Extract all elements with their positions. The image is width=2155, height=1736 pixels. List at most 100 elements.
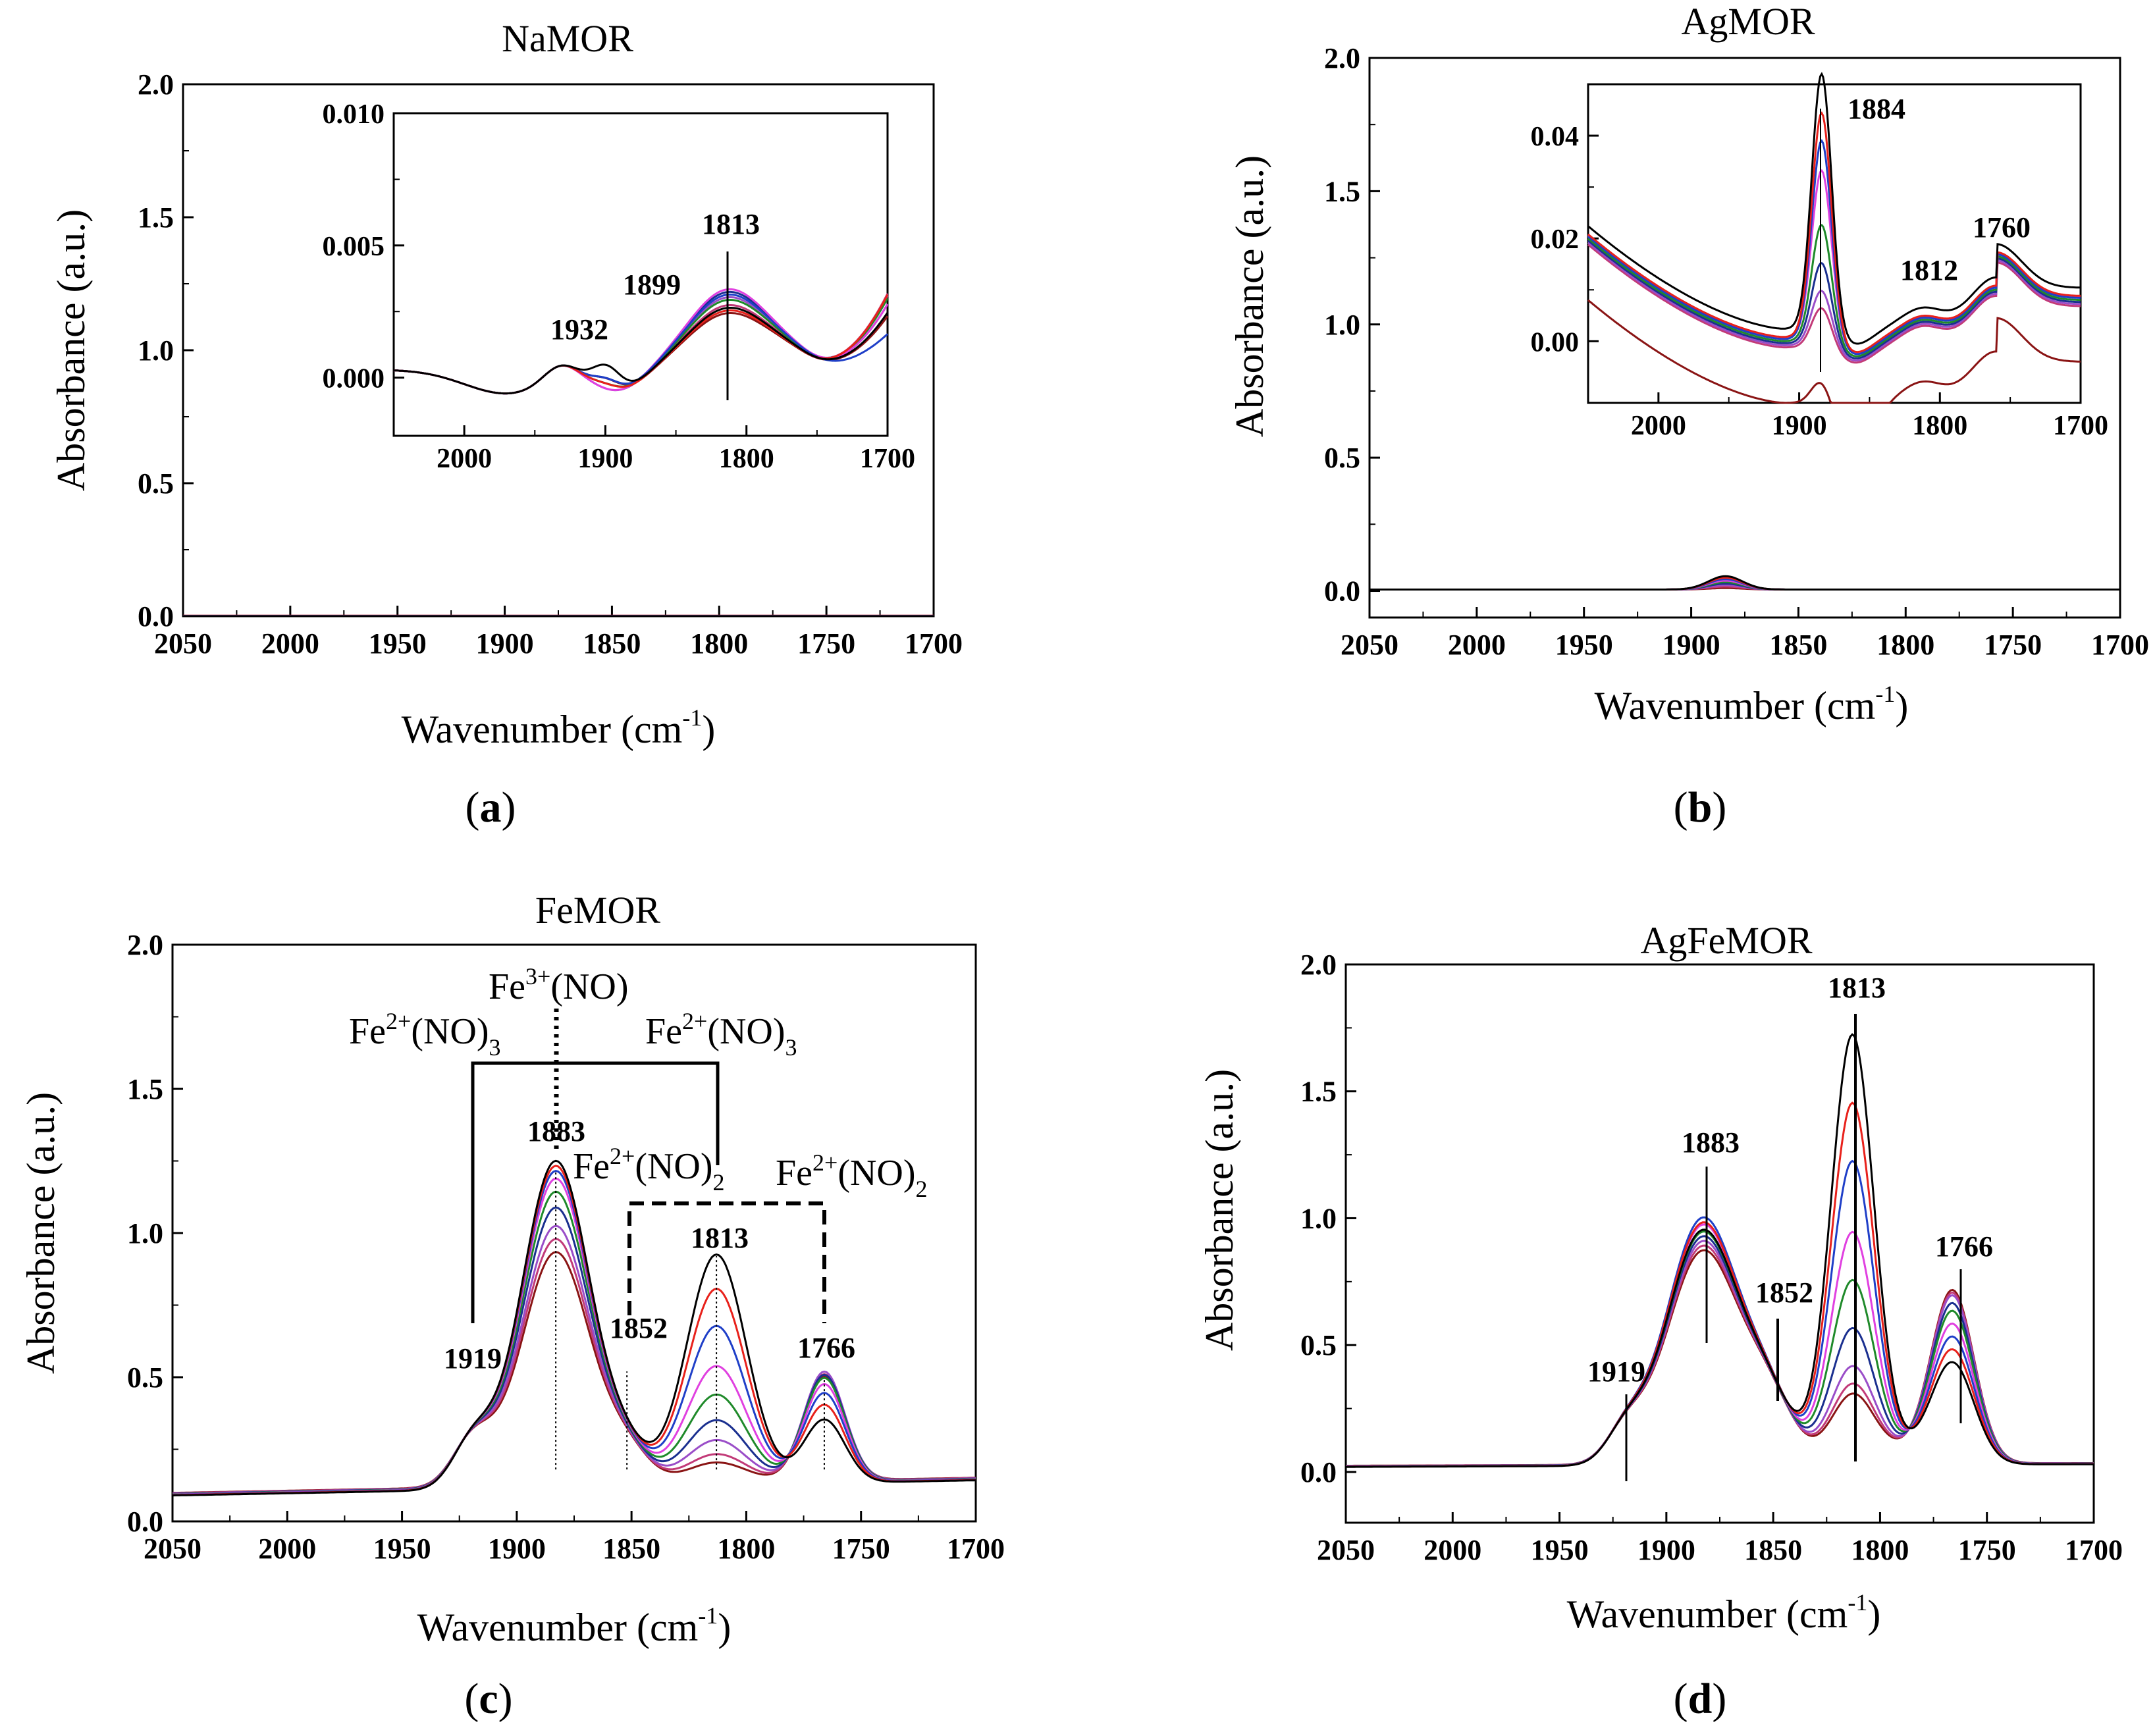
panel-c-species-fe2-no2-left: Fe2+(NO)2 [573,1143,725,1196]
panel-a-inset-curves [393,288,889,395]
panel-b-ytick-label-0.0: 0.0 [1324,575,1360,608]
panel-d-xtick-label-1950: 1950 [1531,1534,1589,1566]
panel-b-inset-series-9 [1587,299,2081,404]
panel-b-inset-xtick-label-1800: 1800 [1912,411,1967,441]
panel-b-xtick-label-1800: 1800 [1876,629,1934,661]
panel-b-inset-series-1 [1587,72,2081,345]
panel-c-xtick-label-1950: 1950 [373,1533,431,1565]
panel-b-xtick-label-1700: 1700 [2091,629,2149,661]
panel-b-label: (b) [1674,783,1727,831]
panel-d-xtick-label-2050: 2050 [1317,1534,1375,1566]
panel-c-label: (c) [464,1675,512,1723]
panel-c-xtick-label-1900: 1900 [488,1533,546,1565]
panel-b-inset-series-3 [1587,139,2081,355]
panel-c-x-axis-label: Wavenumber (cm-1) [417,1602,732,1649]
panel-a-title: NaMOR [502,17,633,60]
panel-b-xtick-label-1850: 1850 [1769,629,1827,661]
panel-b-peak-label-1884: 1884 [1848,93,1905,125]
panel-c-xtick-label-1700: 1700 [947,1533,1005,1565]
panel-a-ytick-label-1.5: 1.5 [138,201,174,234]
panel-c-species-fe2-no3-right: Fe2+(NO)3 [645,1008,797,1061]
panel-a: NaMOR 2050 2000 1950 1900 1850 1800 1750 1700 0… [49,17,963,831]
panel-a-label: (a) [466,783,516,831]
panel-c-peak-label-1813: 1813 [691,1222,749,1254]
panel-a-inset-series-1 [393,307,889,395]
panel-b-inset-ytick-label-0.04: 0.04 [1531,122,1580,152]
panel-c-xtick-label-2000: 2000 [258,1533,316,1565]
panel-d-xtick-label-1800: 1800 [1851,1534,1909,1566]
panel-b-ytick-label-1.5: 1.5 [1324,175,1360,207]
panel-b-title: AgMOR [1681,0,1815,43]
panel-c-ytick-label-1.5: 1.5 [127,1073,163,1105]
panel-d-peak-label-1852: 1852 [1755,1276,1813,1309]
panel-b-x-axis-label: Wavenumber (cm-1) [1595,681,1909,727]
panel-a-inset-frame [392,112,889,437]
panel-b-peak-label-1760: 1760 [1973,211,2031,244]
panel-b-main-curves [1370,575,2120,591]
panel-c-peak-label-1766: 1766 [797,1332,855,1364]
panel-b: AgMOR 2050 2000 1950 1900 1850 1800 1750 1700 0… [1228,0,2149,831]
panel-b-xtick-label-1750: 1750 [1984,629,2042,661]
panel-a-inset-xtick-label-1700: 1700 [860,444,915,474]
panel-a-peak-label-1899: 1899 [623,269,681,301]
panel-c-bracket-fe2-no3 [471,1061,720,1323]
panel-c-curves [172,1159,976,1497]
panel-a-ytick-label-2.0: 2.0 [138,68,174,101]
panel-d-label: (d) [1674,1675,1727,1723]
panel-a-inset-xtick-label-1800: 1800 [719,444,774,474]
panel-a-peak-label-1932: 1932 [550,313,608,346]
panel-b-inset-x-ticks: 2000 1900 1800 1700 [1631,392,2108,441]
panel-b-inset-xtick-label-1700: 1700 [2053,411,2108,441]
panel-c-frame [171,943,977,1523]
panel-c-x-ticks: 2050 2000 1950 1900 1850 1800 1750 1700 [144,1511,1005,1565]
panel-b-inset-series-7 [1587,242,2081,362]
panel-d-xtick-label-1850: 1850 [1744,1534,1802,1566]
panel-a-y-ticks: 0.0 0.5 1.0 1.5 2.0 [138,68,194,633]
panel-b-x-ticks: 2050 2000 1950 1900 1850 1800 1750 1700 [1341,607,2149,661]
panel-b-xtick-label-2050: 2050 [1341,629,1398,661]
panel-c-xtick-label-2050: 2050 [144,1533,201,1565]
panel-d-xtick-label-1750: 1750 [1958,1534,2016,1566]
panel-a-xtick-label-1900: 1900 [476,627,534,660]
panel-c: FeMOR 2050 2000 1950 1900 1850 1800 1750 1700 0… [19,889,1005,1723]
panel-b-inset-ytick-label-0.02: 0.02 [1531,224,1580,255]
panel-a-inset-xtick-label-1900: 1900 [577,444,633,474]
panel-c-series-1 [172,1159,976,1497]
panel-c-y-axis-label: Absorbance (a.u.) [19,1092,63,1374]
panel-a-xtick-label-1750: 1750 [797,627,855,660]
panel-d-y-axis-label: Absorbance (a.u.) [1198,1069,1241,1351]
panel-c-peak-label-1919: 1919 [444,1342,502,1375]
panel-b-inset-ytick-label-0.00: 0.00 [1531,327,1580,357]
panel-c-title: FeMOR [535,889,660,932]
panel-b-inset-series-5 [1587,223,2081,357]
panel-d-x-ticks: 2050 2000 1950 1900 1850 1800 1750 1700 [1317,1512,2123,1566]
panel-b-inset-series-6 [1587,240,2081,359]
panel-b-ytick-label-2.0: 2.0 [1324,42,1360,74]
panel-a-xtick-label-2050: 2050 [154,627,212,660]
panel-c-ytick-label-1.0: 1.0 [127,1217,163,1249]
panel-d-series-7 [1346,1240,2094,1467]
panel-c-y-ticks: 0.0 0.5 1.0 1.5 2.0 [127,929,183,1538]
panel-a-inset-ytick-label-0.000: 0.000 [323,364,385,394]
panel-d-ytick-label-2.0: 2.0 [1300,949,1337,981]
panel-b-y-axis-label: Absorbance (a.u.) [1228,155,1271,437]
panel-a-inset-y-ticks: 0.000 0.005 0.010 [323,99,404,394]
panel-d: AgFeMOR 2050 2000 1950 1900 1850 1800 1750 1700… [1198,919,2123,1723]
panel-a-peak-label-1813: 1813 [702,208,760,240]
panel-c-peak-label-1883: 1883 [527,1115,585,1147]
panel-b-peak-label-1812: 1812 [1900,254,1958,286]
panel-b-xtick-label-1950: 1950 [1555,629,1613,661]
panel-a-xtick-label-1950: 1950 [369,627,427,660]
panel-c-species-fe2-no3-left: Fe2+(NO)3 [349,1008,501,1061]
panel-d-curves [1345,1033,2094,1468]
panel-b-main-series-1 [1370,575,2120,591]
panel-a-y-axis-label: Absorbance (a.u.) [49,209,93,491]
panel-d-ytick-label-1.0: 1.0 [1300,1202,1337,1234]
panel-a-inset-x-ticks: 2000 1900 1800 1700 [437,425,915,474]
panel-d-xtick-label-1900: 1900 [1637,1534,1695,1566]
panel-a-xtick-label-1700: 1700 [905,627,963,660]
panel-a-ytick-label-0.5: 0.5 [138,467,174,500]
panel-c-ytick-label-0.0: 0.0 [127,1506,163,1538]
panel-c-ytick-label-0.5: 0.5 [127,1361,163,1394]
